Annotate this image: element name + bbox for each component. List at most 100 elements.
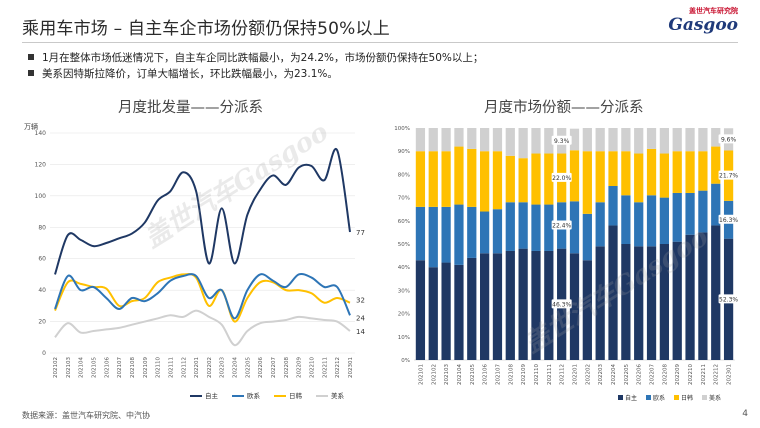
x-tick-label: 202109: [143, 357, 149, 378]
data-label-box: [718, 170, 739, 180]
x-tick-label: 202209: [675, 364, 681, 385]
y-tick-label: 90%: [398, 149, 410, 155]
legend-label: 自主: [205, 391, 219, 400]
bar-segment-自主: [608, 225, 618, 360]
y-tick-label: 40%: [398, 265, 410, 271]
bar-segment-日韩: [659, 153, 670, 198]
y-tick-label: 80: [38, 224, 46, 231]
x-tick-label: 202105: [470, 364, 476, 385]
wholesale-line-chart: 万辆 0 20 40 60 80 100 120 140 202102 202103 202104 20…: [24, 122, 365, 400]
bar-segment-自主: [621, 244, 631, 360]
y-tick-label: 0: [42, 350, 46, 357]
bar-segment-日韩: [479, 151, 490, 212]
x-tick-label: 202205: [624, 364, 630, 385]
bar-segment-日韩: [646, 148, 657, 196]
bar-segment-美系: [544, 128, 554, 154]
bullet-item: 美系因特斯拉降价，订单大幅增长，环比跌幅最小，为23.1%。: [28, 66, 338, 81]
series-line-自主: [54, 147, 351, 275]
bar-segment-美系: [454, 128, 464, 147]
data-label: 24: [356, 314, 365, 322]
series-line-欧系: [54, 272, 351, 320]
x-tick-label: 202105: [91, 357, 97, 378]
page-title: 乘用车市场 – 自主车企市场份额仍保持50%以上: [22, 19, 390, 39]
bar-segment-美系: [492, 128, 503, 152]
bar-segment-欧系: [711, 183, 721, 226]
bar-segment-日韩: [454, 146, 464, 205]
data-label-box: [718, 214, 739, 224]
data-label-box: [718, 134, 739, 144]
data-label: 22.0%: [552, 175, 571, 182]
x-tick-label: 202104: [79, 357, 85, 378]
x-tick-label: 202201: [194, 357, 200, 378]
bar-segment-美系: [441, 128, 451, 152]
bar-segment-美系: [659, 128, 670, 154]
bar-segment-美系: [428, 128, 438, 152]
x-tick-label: 202103: [66, 357, 72, 378]
x-tick-label: 202203: [598, 364, 604, 385]
bar-segment-欧系: [685, 192, 695, 235]
y-tick-label: 40: [38, 287, 46, 294]
bar-segment-欧系: [492, 209, 503, 254]
bar-segment-自主: [479, 253, 490, 360]
bar-segment-美系: [415, 128, 426, 152]
bar-chart-title: 月度市场份额——分派系: [484, 100, 644, 116]
legend-swatch: [674, 395, 679, 400]
bar-segment-日韩: [569, 150, 580, 202]
x-tick-label: 202208: [662, 364, 668, 385]
bar-segment-欧系: [454, 204, 464, 265]
legend-swatch: [702, 395, 707, 400]
bar-segment-日韩: [441, 151, 451, 207]
bar-segment-日韩: [685, 151, 695, 193]
x-tick-label: 202111: [547, 364, 553, 385]
data-label: 14: [356, 328, 365, 336]
bar-segment-欧系: [608, 186, 618, 226]
bullet-square-icon: [28, 54, 34, 60]
data-label-box: [551, 299, 572, 309]
x-tick-label: 202207: [271, 357, 277, 378]
legend-label: 自主: [625, 394, 637, 402]
header-divider: [22, 42, 738, 43]
bar-segment-美系: [698, 128, 708, 152]
bar-segment-日韩: [711, 146, 721, 184]
logo-text-en: Gasgoo: [668, 15, 738, 35]
x-tick-label: 202208: [284, 357, 290, 378]
x-tick-label: 202111: [168, 357, 174, 378]
bar-segment-自主: [544, 250, 554, 360]
bar-segment-日韩: [467, 148, 477, 207]
bar-segment-欧系: [428, 206, 438, 268]
data-label: 21.7%: [719, 173, 738, 180]
bar-segment-自主: [569, 253, 580, 360]
data-label: 9.3%: [554, 138, 570, 145]
bar-segment-美系: [711, 128, 721, 147]
data-label-box: [551, 220, 572, 230]
x-tick-label: 202106: [483, 364, 489, 385]
legend-label: 日韩: [289, 391, 303, 400]
bar-segment-美系: [646, 128, 657, 149]
y-tick-label: 100%: [394, 126, 410, 132]
bar-segment-欧系: [659, 197, 670, 244]
bar-segment-日韩: [608, 151, 618, 186]
bullet-square-icon: [28, 70, 34, 76]
data-label-box: [551, 172, 572, 182]
legend-swatch: [618, 395, 623, 400]
bar-segment-欧系: [467, 206, 477, 258]
bar-segment-欧系: [646, 195, 657, 247]
x-tick-label: 202210: [688, 364, 694, 385]
bar-segment-美系: [505, 128, 515, 156]
x-tick-label: 202101: [418, 364, 424, 385]
y-tick-label: 70%: [398, 196, 410, 202]
y-tick-label: 80%: [398, 172, 410, 178]
y-tick-label: 100: [35, 193, 47, 200]
bar-segment-欧系: [582, 213, 592, 261]
x-tick-label: 202206: [258, 357, 264, 378]
x-tick-label: 202202: [585, 364, 591, 385]
bar-segment-欧系: [634, 202, 644, 247]
bar-segment-美系: [531, 128, 541, 154]
bar-segment-美系: [621, 128, 631, 152]
y-tick-label: 120: [35, 161, 47, 168]
legend-swatch: [646, 395, 651, 400]
bar-segment-日韩: [544, 153, 554, 205]
x-tick-label: 202112: [560, 364, 566, 385]
bar-segment-自主: [698, 232, 708, 360]
x-tick-label: 202110: [156, 357, 162, 378]
